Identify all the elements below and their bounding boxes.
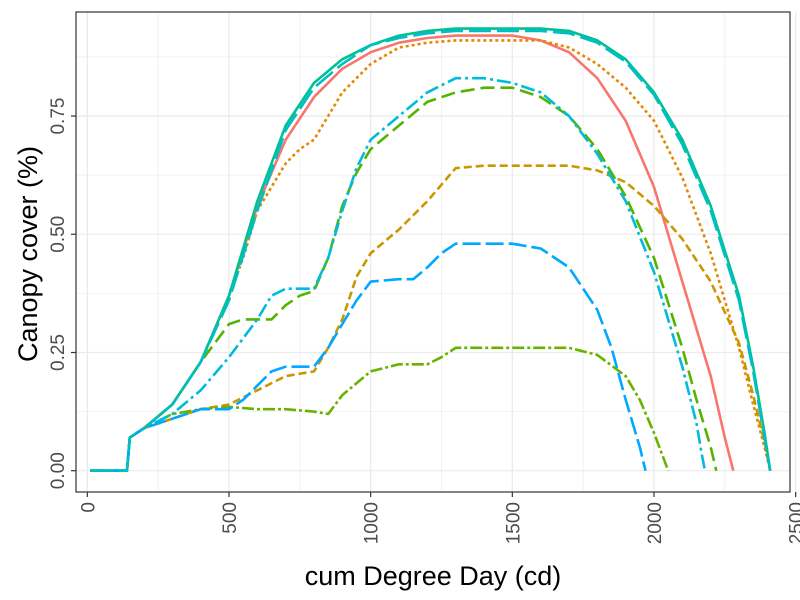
y-tick-label: 0.25 <box>48 334 69 371</box>
x-tick-label: 0 <box>78 502 99 513</box>
x-tick-label: 500 <box>220 502 241 534</box>
y-tick-label: 0.00 <box>48 452 69 489</box>
x-tick-label: 1000 <box>362 502 383 544</box>
series-line-2 <box>90 39 772 472</box>
series-line-7 <box>90 76 707 472</box>
y-tick-label: 0.75 <box>48 98 69 135</box>
y-tick-label: 0.50 <box>48 216 69 253</box>
series-line-3 <box>90 164 772 472</box>
y-axis-title: Canopy cover (%) <box>13 146 43 362</box>
series-line-9 <box>90 29 772 472</box>
series-line-5 <box>90 86 718 472</box>
series-group <box>90 27 772 472</box>
series-line-8 <box>90 242 647 472</box>
plot-panel-border <box>75 11 791 493</box>
axis-ticks: 0 500 1000 1500 2000 2500 0.00 0.25 0.50 0.75 <box>48 98 800 545</box>
x-tick-label: 2500 <box>787 502 800 544</box>
x-axis-title: cum Degree Day (cd) <box>305 561 562 591</box>
x-tick-label: 1500 <box>503 502 524 544</box>
x-tick-label: 2000 <box>645 502 666 544</box>
